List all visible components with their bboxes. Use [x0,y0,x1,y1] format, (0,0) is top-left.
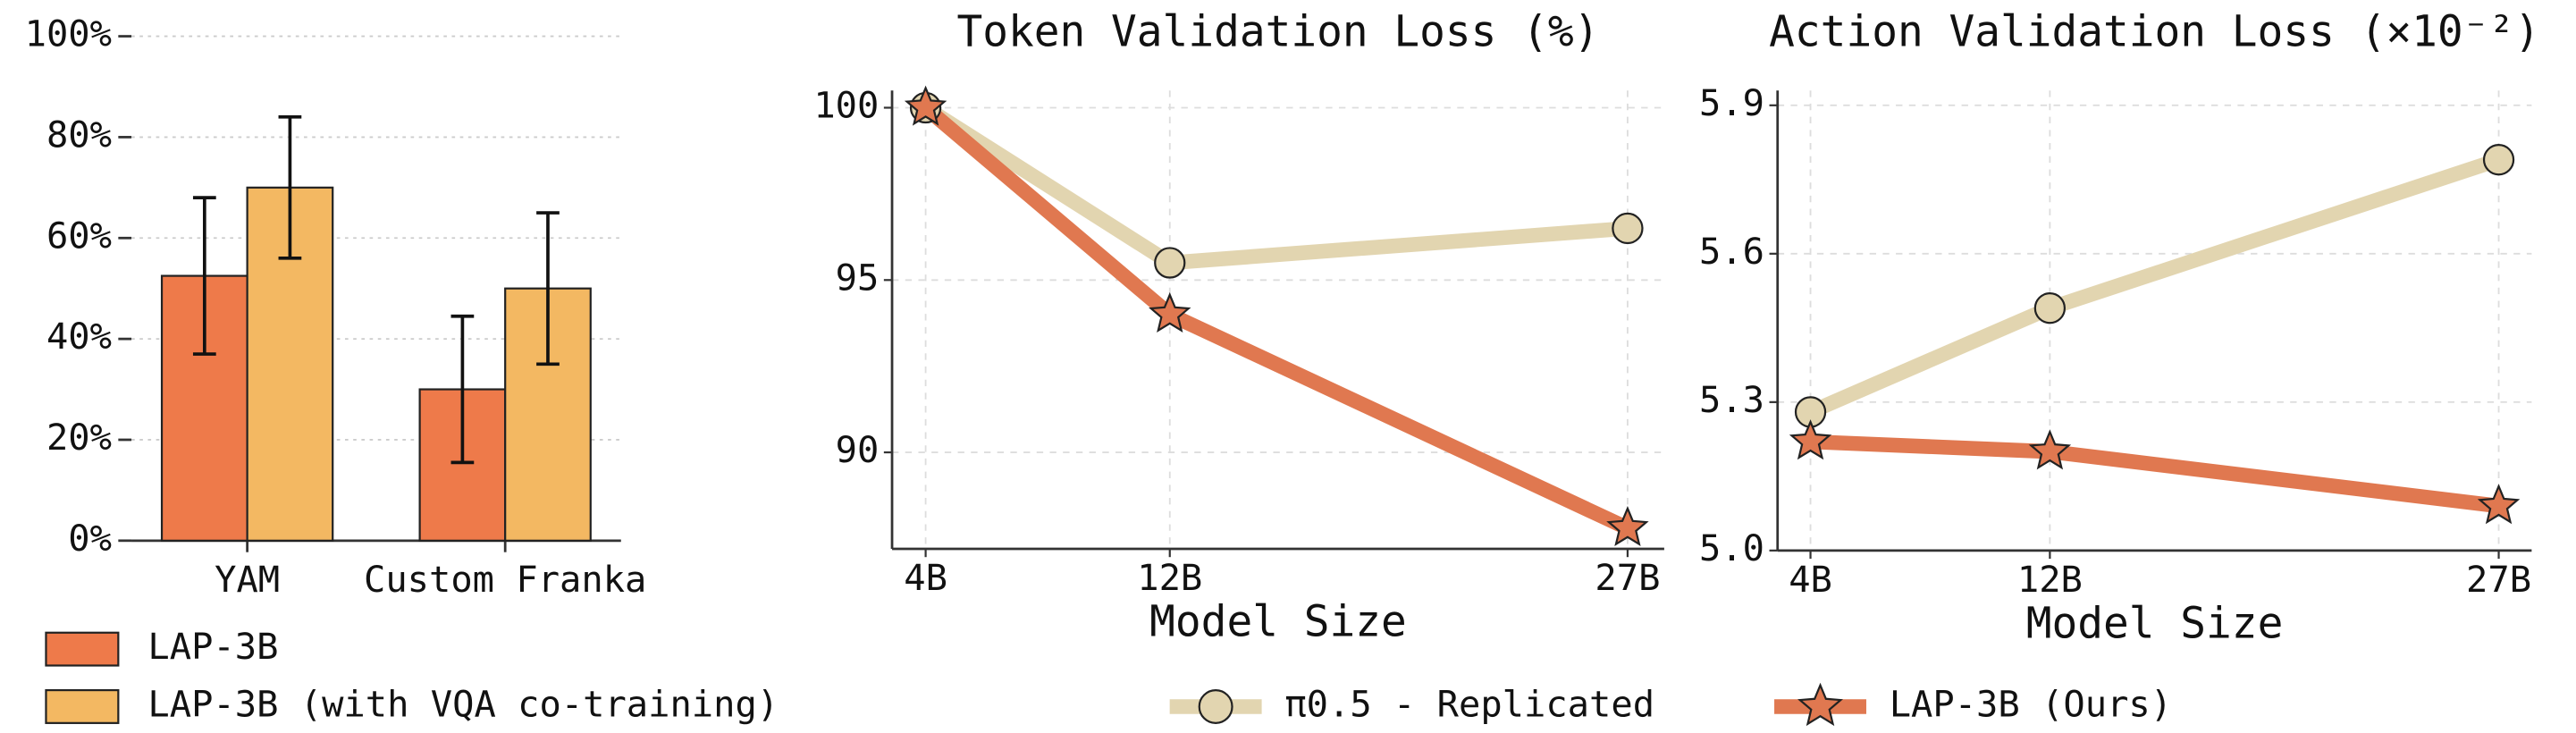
line [1803,152,2506,420]
y-tick-label: 5.3 [1699,378,1764,421]
marker [2033,292,2067,324]
marker [1612,212,1644,245]
marker [1149,291,1191,333]
y-tick-label: 95 [836,256,880,299]
legend-swatch [45,631,120,667]
legend-label: LAP-3B (with VQA co-training) [147,682,779,725]
legend-marker [1797,682,1843,727]
marker [1606,505,1649,547]
legend-label: π0.5 - Replicated [1284,682,1654,725]
x-tick-label: 4B [904,556,947,599]
line [1803,434,2506,514]
marker [2028,429,2072,470]
marker [2482,144,2515,176]
legend-swatch [45,688,120,724]
marker [2477,484,2521,525]
y-tick-label: 5.6 [1699,230,1764,273]
y-tick-label: 60% [46,214,112,257]
y-tick-label: 20% [46,416,112,459]
marker [1154,247,1186,279]
y-tick-label: 100% [25,13,112,55]
marker [1789,419,1832,460]
x-tick-label: 12B [2017,558,2083,601]
y-tick-label: 80% [46,113,112,156]
y-tick-label: 5.0 [1699,527,1764,569]
x-tick-label: YAM [215,558,280,601]
y-tick-label: 100 [813,83,879,126]
marker [904,85,947,126]
legend-label: LAP-3B (Ours) [1890,682,2172,725]
chart-title: Action Validation Loss (×10⁻²) [1769,8,2540,57]
y-tick-label: 40% [46,315,112,358]
chart-title: Token Validation Loss (%) [957,8,1600,57]
x-tick-label: 27B [1595,556,1660,599]
x-axis-label: Model Size [1149,598,1407,647]
x-axis-label: Model Size [2026,599,2284,648]
x-tick-label: 27B [2466,558,2531,601]
y-tick-label: 0% [68,517,112,560]
legend-marker [1198,688,1233,724]
x-tick-label: Custom Franka [364,558,646,601]
line [918,100,1636,271]
x-tick-label: 12B [1137,556,1202,599]
x-tick-label: 4B [1789,558,1832,601]
y-tick-label: 5.9 [1699,81,1764,124]
y-tick-label: 90 [836,428,880,471]
legend-label: LAP-3B [147,625,278,668]
